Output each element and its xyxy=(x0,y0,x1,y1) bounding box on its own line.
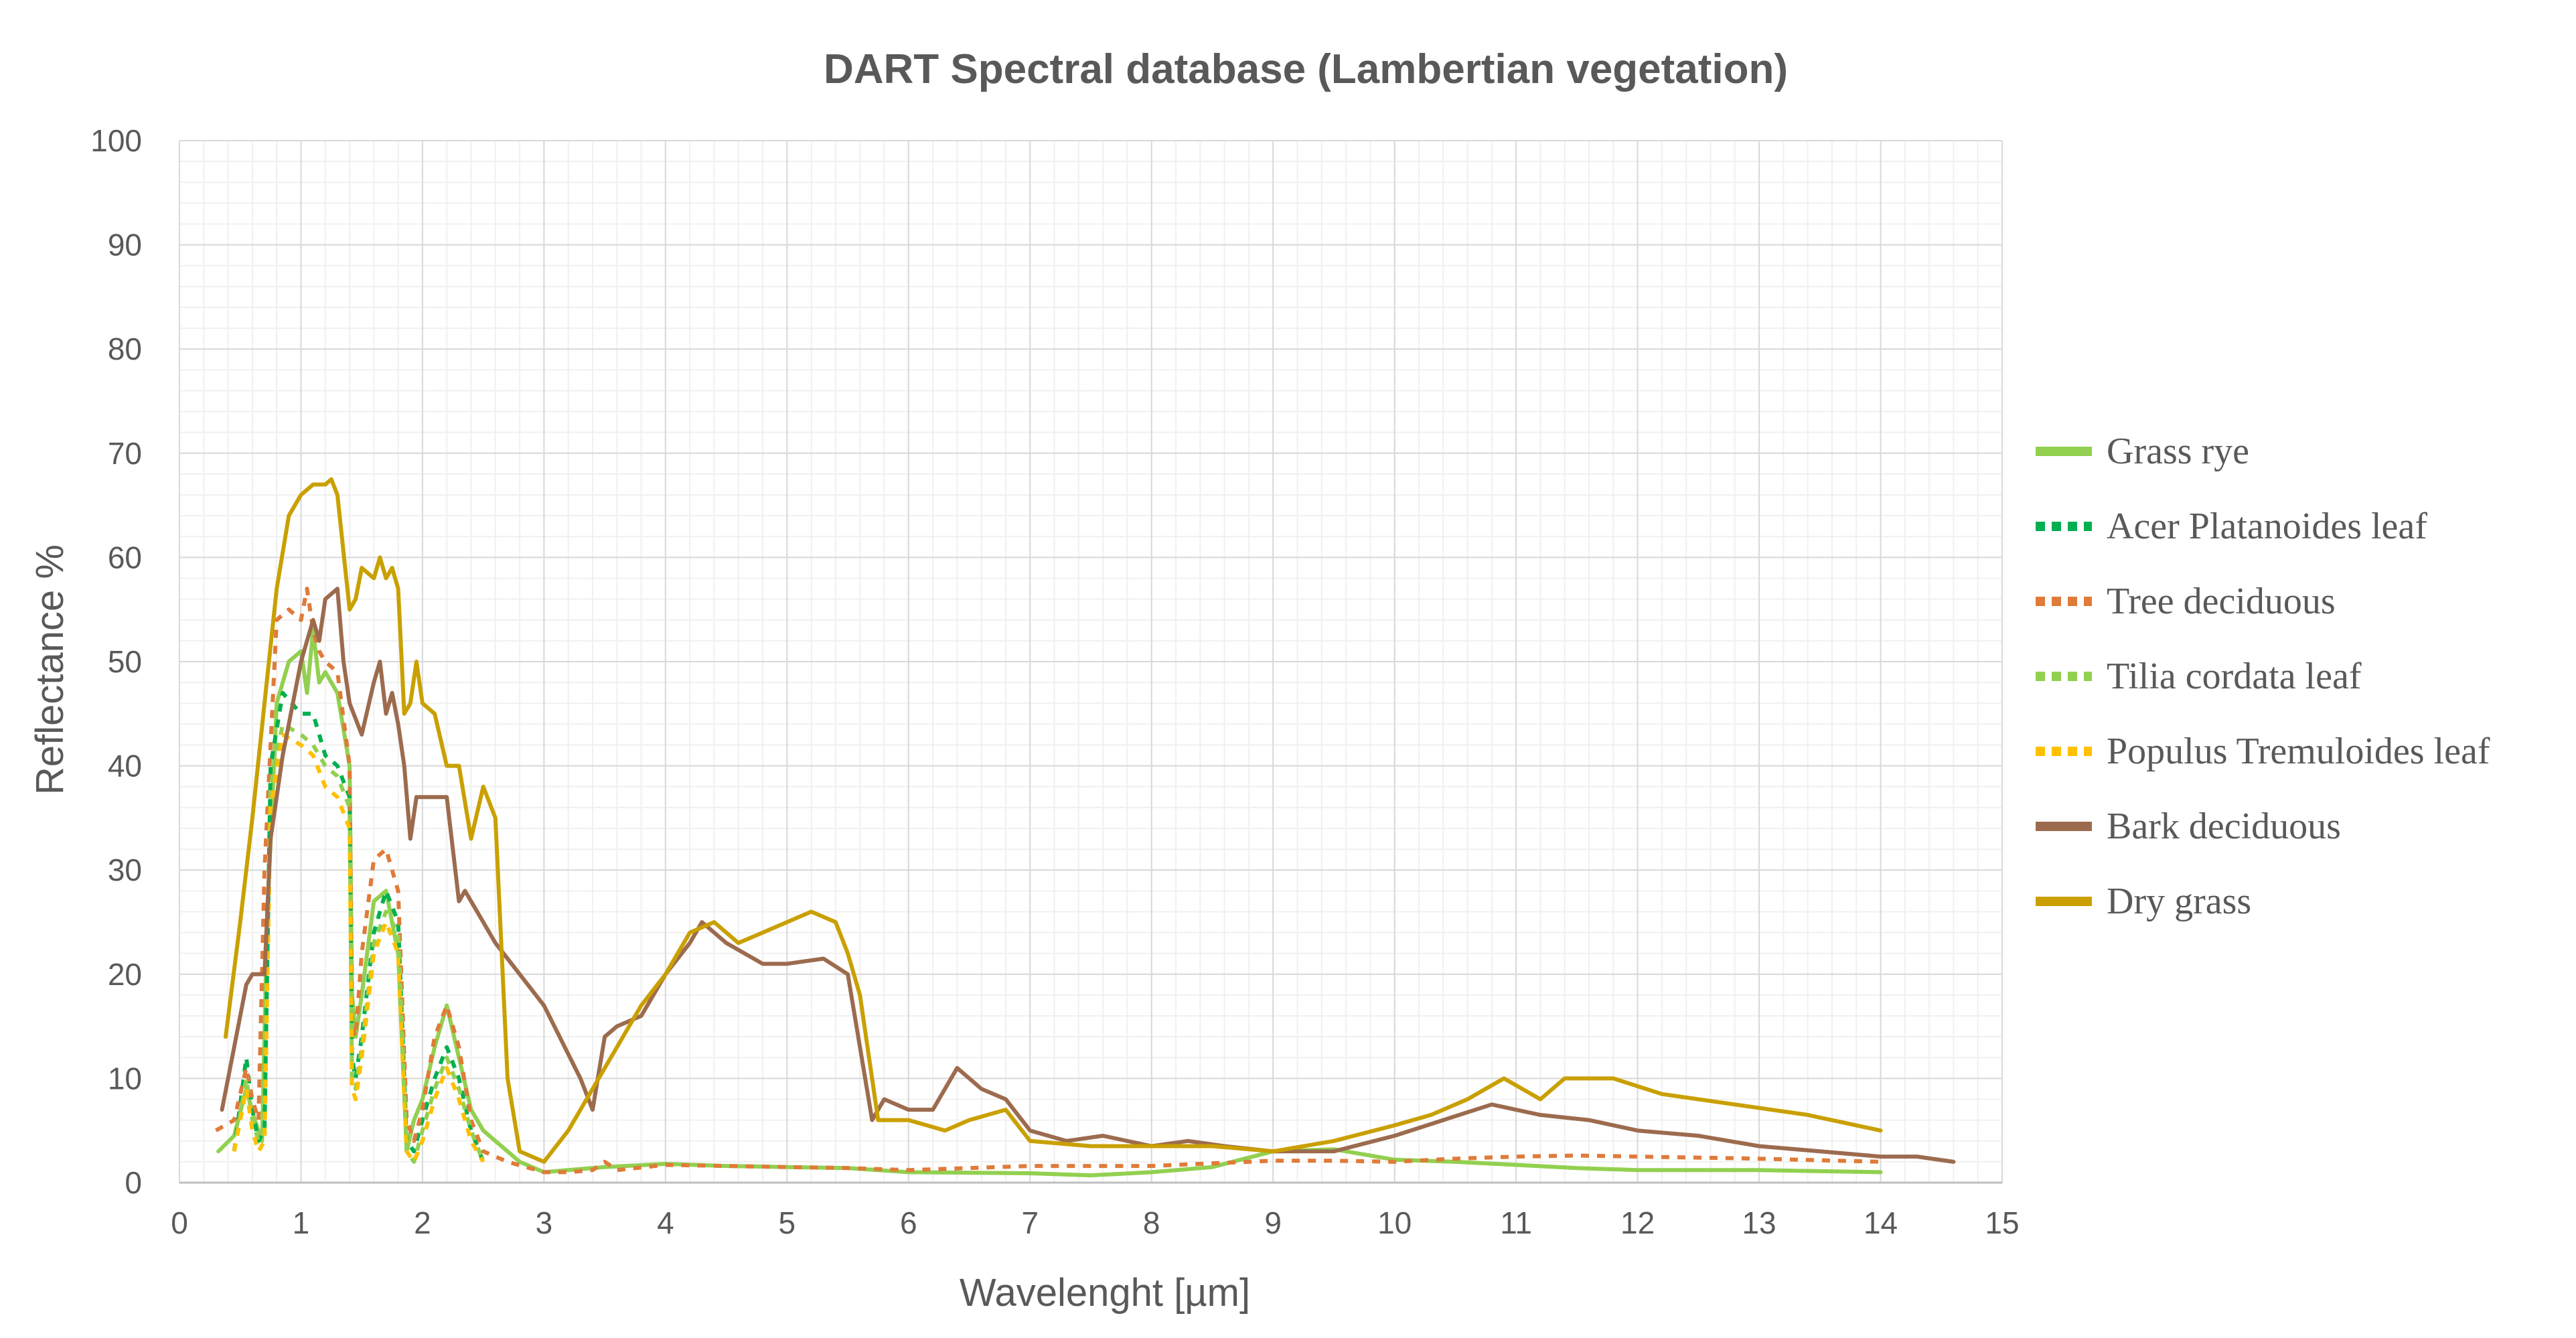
legend-label-grass-rye: Grass rye xyxy=(2107,431,2249,472)
series-line-populus-tremuloides-leaf xyxy=(232,732,485,1164)
series-line-dry-grass xyxy=(224,477,1883,1164)
legend-label-tree-deciduous: Tree deciduous xyxy=(2107,581,2336,622)
x-tick-label: 6 xyxy=(900,1205,917,1240)
x-tick-label: 12 xyxy=(1620,1205,1655,1240)
x-tick-label: 14 xyxy=(1864,1205,1898,1240)
y-tick-label: 30 xyxy=(108,852,142,887)
x-tick-label: 0 xyxy=(171,1205,188,1240)
x-tick-label: 5 xyxy=(779,1205,796,1240)
y-tick-label: 60 xyxy=(108,540,142,575)
x-axis-label: Wavelenght [µm] xyxy=(960,1271,1250,1315)
legend-label-populus-tremuloides-leaf: Populus Tremuloides leaf xyxy=(2107,731,2490,772)
legend: Grass rye Acer Platanoides leaf Tree decid… xyxy=(2036,431,2490,922)
legend-label-acer-platanoides-leaf: Acer Platanoides leaf xyxy=(2107,506,2427,547)
series-line-tree-deciduous xyxy=(214,587,1881,1175)
chart-title: DART Spectral database (Lambertian veget… xyxy=(824,46,1788,92)
x-tick-label: 2 xyxy=(414,1205,431,1240)
series-line-bark-deciduous xyxy=(220,587,1956,1164)
y-tick-label: 80 xyxy=(108,331,142,366)
x-tick-label: 15 xyxy=(1985,1205,2019,1240)
x-tick-label: 9 xyxy=(1264,1205,1282,1240)
legend-label-tilia-cordata-leaf: Tilia cordata leaf xyxy=(2107,656,2362,697)
y-tick-label: 100 xyxy=(90,123,142,158)
y-axis-label: Reflectance % xyxy=(28,544,72,795)
y-tick-label: 70 xyxy=(108,436,142,471)
x-tick-label: 13 xyxy=(1742,1205,1776,1240)
x-tick-label: 4 xyxy=(657,1205,674,1240)
x-tick-label: 3 xyxy=(536,1205,553,1240)
x-tick-label: 7 xyxy=(1021,1205,1039,1240)
y-tick-label: 90 xyxy=(108,228,142,263)
x-tick-label: 11 xyxy=(1500,1205,1532,1240)
y-tick-label: 40 xyxy=(108,749,142,784)
tick-labels: 0 1 2 3 4 5 6 7 8 9 10 11 12 13 14 15010203040506070809… xyxy=(90,123,2019,1240)
series-lines xyxy=(214,477,1956,1178)
legend-label-dry-grass: Dry grass xyxy=(2107,881,2251,922)
x-tick-label: 8 xyxy=(1143,1205,1160,1240)
y-tick-label: 50 xyxy=(108,644,142,679)
y-tick-label: 10 xyxy=(108,1061,142,1096)
x-tick-label: 10 xyxy=(1377,1205,1412,1240)
y-tick-label: 0 xyxy=(125,1165,142,1200)
y-tick-label: 20 xyxy=(108,957,142,992)
legend-label-bark-deciduous: Bark deciduous xyxy=(2107,806,2341,847)
x-tick-label: 1 xyxy=(293,1205,310,1240)
